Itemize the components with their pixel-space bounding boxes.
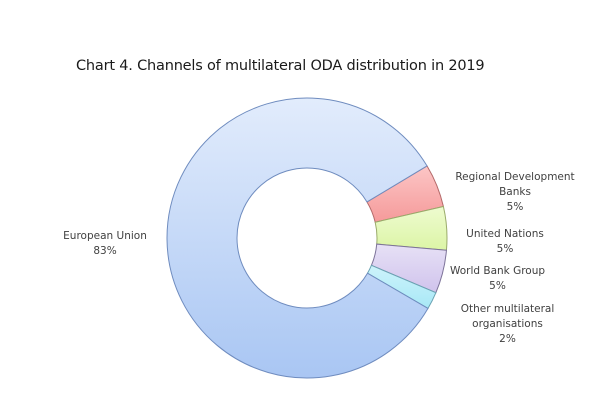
label-text: Banks [499,186,531,198]
label-value: 83% [93,245,117,257]
label-text: Regional Development [455,171,575,183]
slice-european-union [166,97,429,379]
label-value: 5% [496,243,514,255]
label-text: organisations [472,318,543,330]
label-regional-development-banks: Regional Development Banks 5% [440,170,590,215]
label-text: European Union [63,230,147,242]
chart-title: Chart 4. Channels of multilateral ODA di… [76,58,485,74]
label-value: 5% [489,280,506,292]
label-other-multilateral: Other multilateral organisations 2% [455,302,560,347]
label-text: United Nations [466,228,544,240]
label-value: 2% [499,333,516,345]
label-text: Other multilateral [460,303,555,315]
label-european-union: European Union 83% [55,229,155,259]
label-text: World Bank Group [449,265,546,277]
label-value: 5% [506,201,524,213]
label-united-nations: United Nations 5% [455,227,555,257]
label-world-bank-group: World Bank Group 5% [445,264,550,294]
